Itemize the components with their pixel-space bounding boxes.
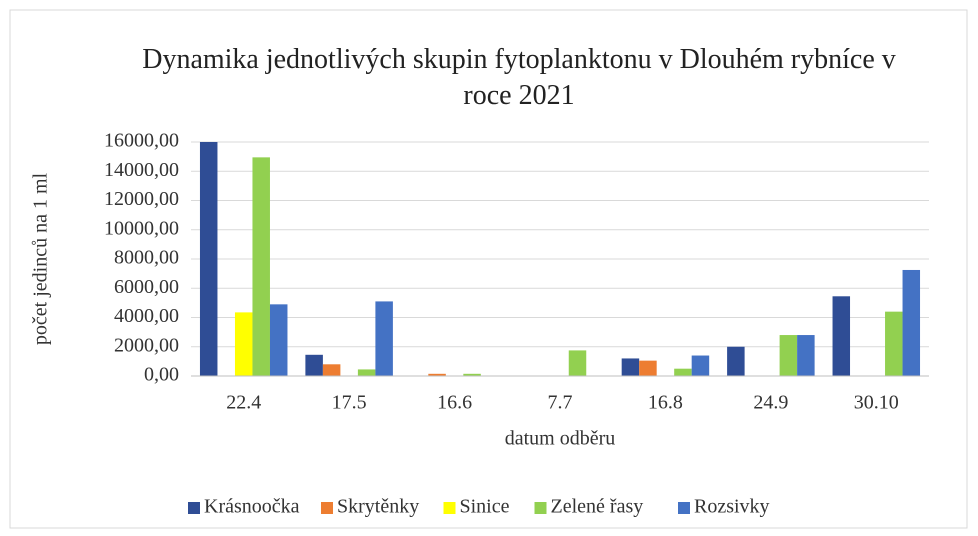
x-tick-label: 17.5 (332, 392, 367, 414)
y-tick-label: 10000,00 (104, 217, 179, 239)
legend-swatch (534, 502, 547, 514)
y-tick-label: 6000,00 (114, 276, 179, 298)
y-tick-label: 16000,00 (104, 130, 179, 152)
legend-swatch (443, 502, 456, 514)
y-tick-label: 12000,00 (104, 188, 179, 210)
y-tick-label: 0,00 (144, 364, 179, 386)
legend-swatch (188, 502, 200, 514)
bar (621, 358, 640, 376)
bar (269, 304, 288, 376)
y-tick-label: 2000,00 (114, 334, 179, 356)
x-axis-title: datum odběru (505, 428, 616, 450)
bar (322, 364, 341, 376)
bar (252, 157, 270, 376)
y-tick-label: 4000,00 (114, 305, 179, 327)
bar (375, 301, 393, 376)
x-tick-label: 16.6 (437, 392, 472, 414)
bar (357, 369, 376, 376)
bar (463, 373, 481, 376)
bar (639, 360, 657, 376)
y-tick-label: 14000,00 (104, 159, 179, 181)
bar (234, 312, 253, 376)
x-tick-label: 7.7 (548, 392, 573, 414)
bar (779, 335, 798, 376)
x-tick-label: 16.8 (648, 392, 683, 414)
x-tick-label: 22.4 (226, 392, 261, 414)
legend-label: Skrytěnky (337, 496, 419, 518)
bar (674, 368, 692, 376)
y-tick-label: 8000,00 (114, 247, 179, 269)
y-axis-title: počet jedinců na 1 ml (30, 172, 52, 345)
bar (727, 346, 745, 376)
legend-label: Krásnoočka (204, 496, 300, 518)
bar (832, 296, 851, 376)
chart-frame (9, 9, 968, 529)
bar (568, 350, 587, 376)
x-tick-label: 24.9 (753, 392, 788, 414)
bar (902, 269, 921, 376)
chart-title: Dynamika jednotlivých skupin fytoplankto… (142, 44, 896, 111)
legend-swatch (678, 502, 690, 514)
bar (691, 355, 710, 376)
bar (305, 354, 323, 376)
bar (797, 335, 815, 376)
x-tick-label: 30.10 (854, 392, 899, 414)
legend-label: Rozsivky (694, 496, 770, 518)
legend-label: Zelené řasy (551, 496, 644, 518)
legend-label: Sinice (460, 496, 510, 518)
bar (199, 142, 218, 376)
legend-swatch (321, 502, 333, 514)
bar (428, 373, 446, 376)
bar (885, 311, 903, 376)
